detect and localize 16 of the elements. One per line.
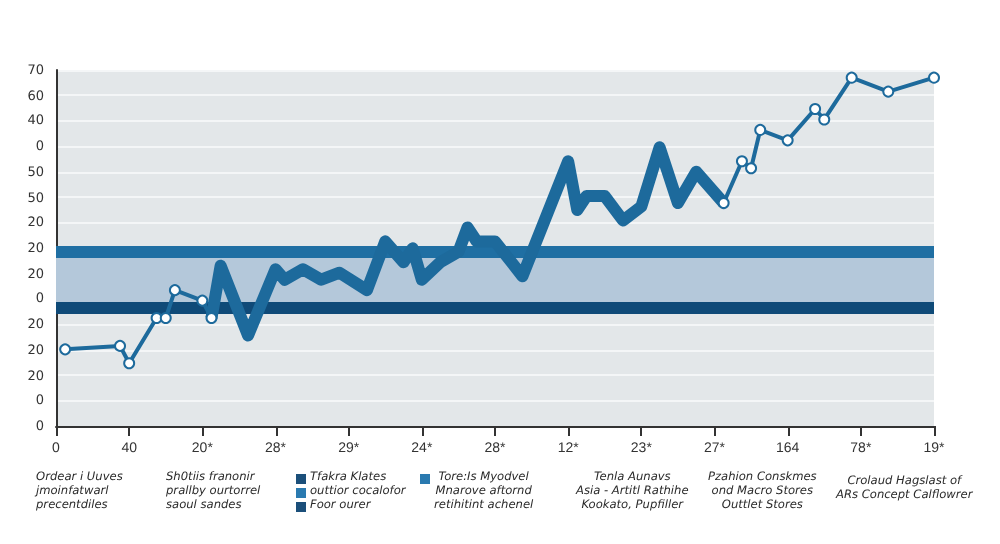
point [123,357,136,370]
point [845,71,858,84]
point [745,162,758,175]
point [781,134,794,147]
point [928,71,940,84]
point [882,85,895,98]
point [168,284,181,297]
point [59,343,72,356]
point [754,123,767,136]
point [809,103,822,116]
point [717,197,730,210]
point [114,339,127,352]
point [735,155,748,168]
point [196,294,209,307]
point [818,113,831,126]
point [159,312,172,325]
